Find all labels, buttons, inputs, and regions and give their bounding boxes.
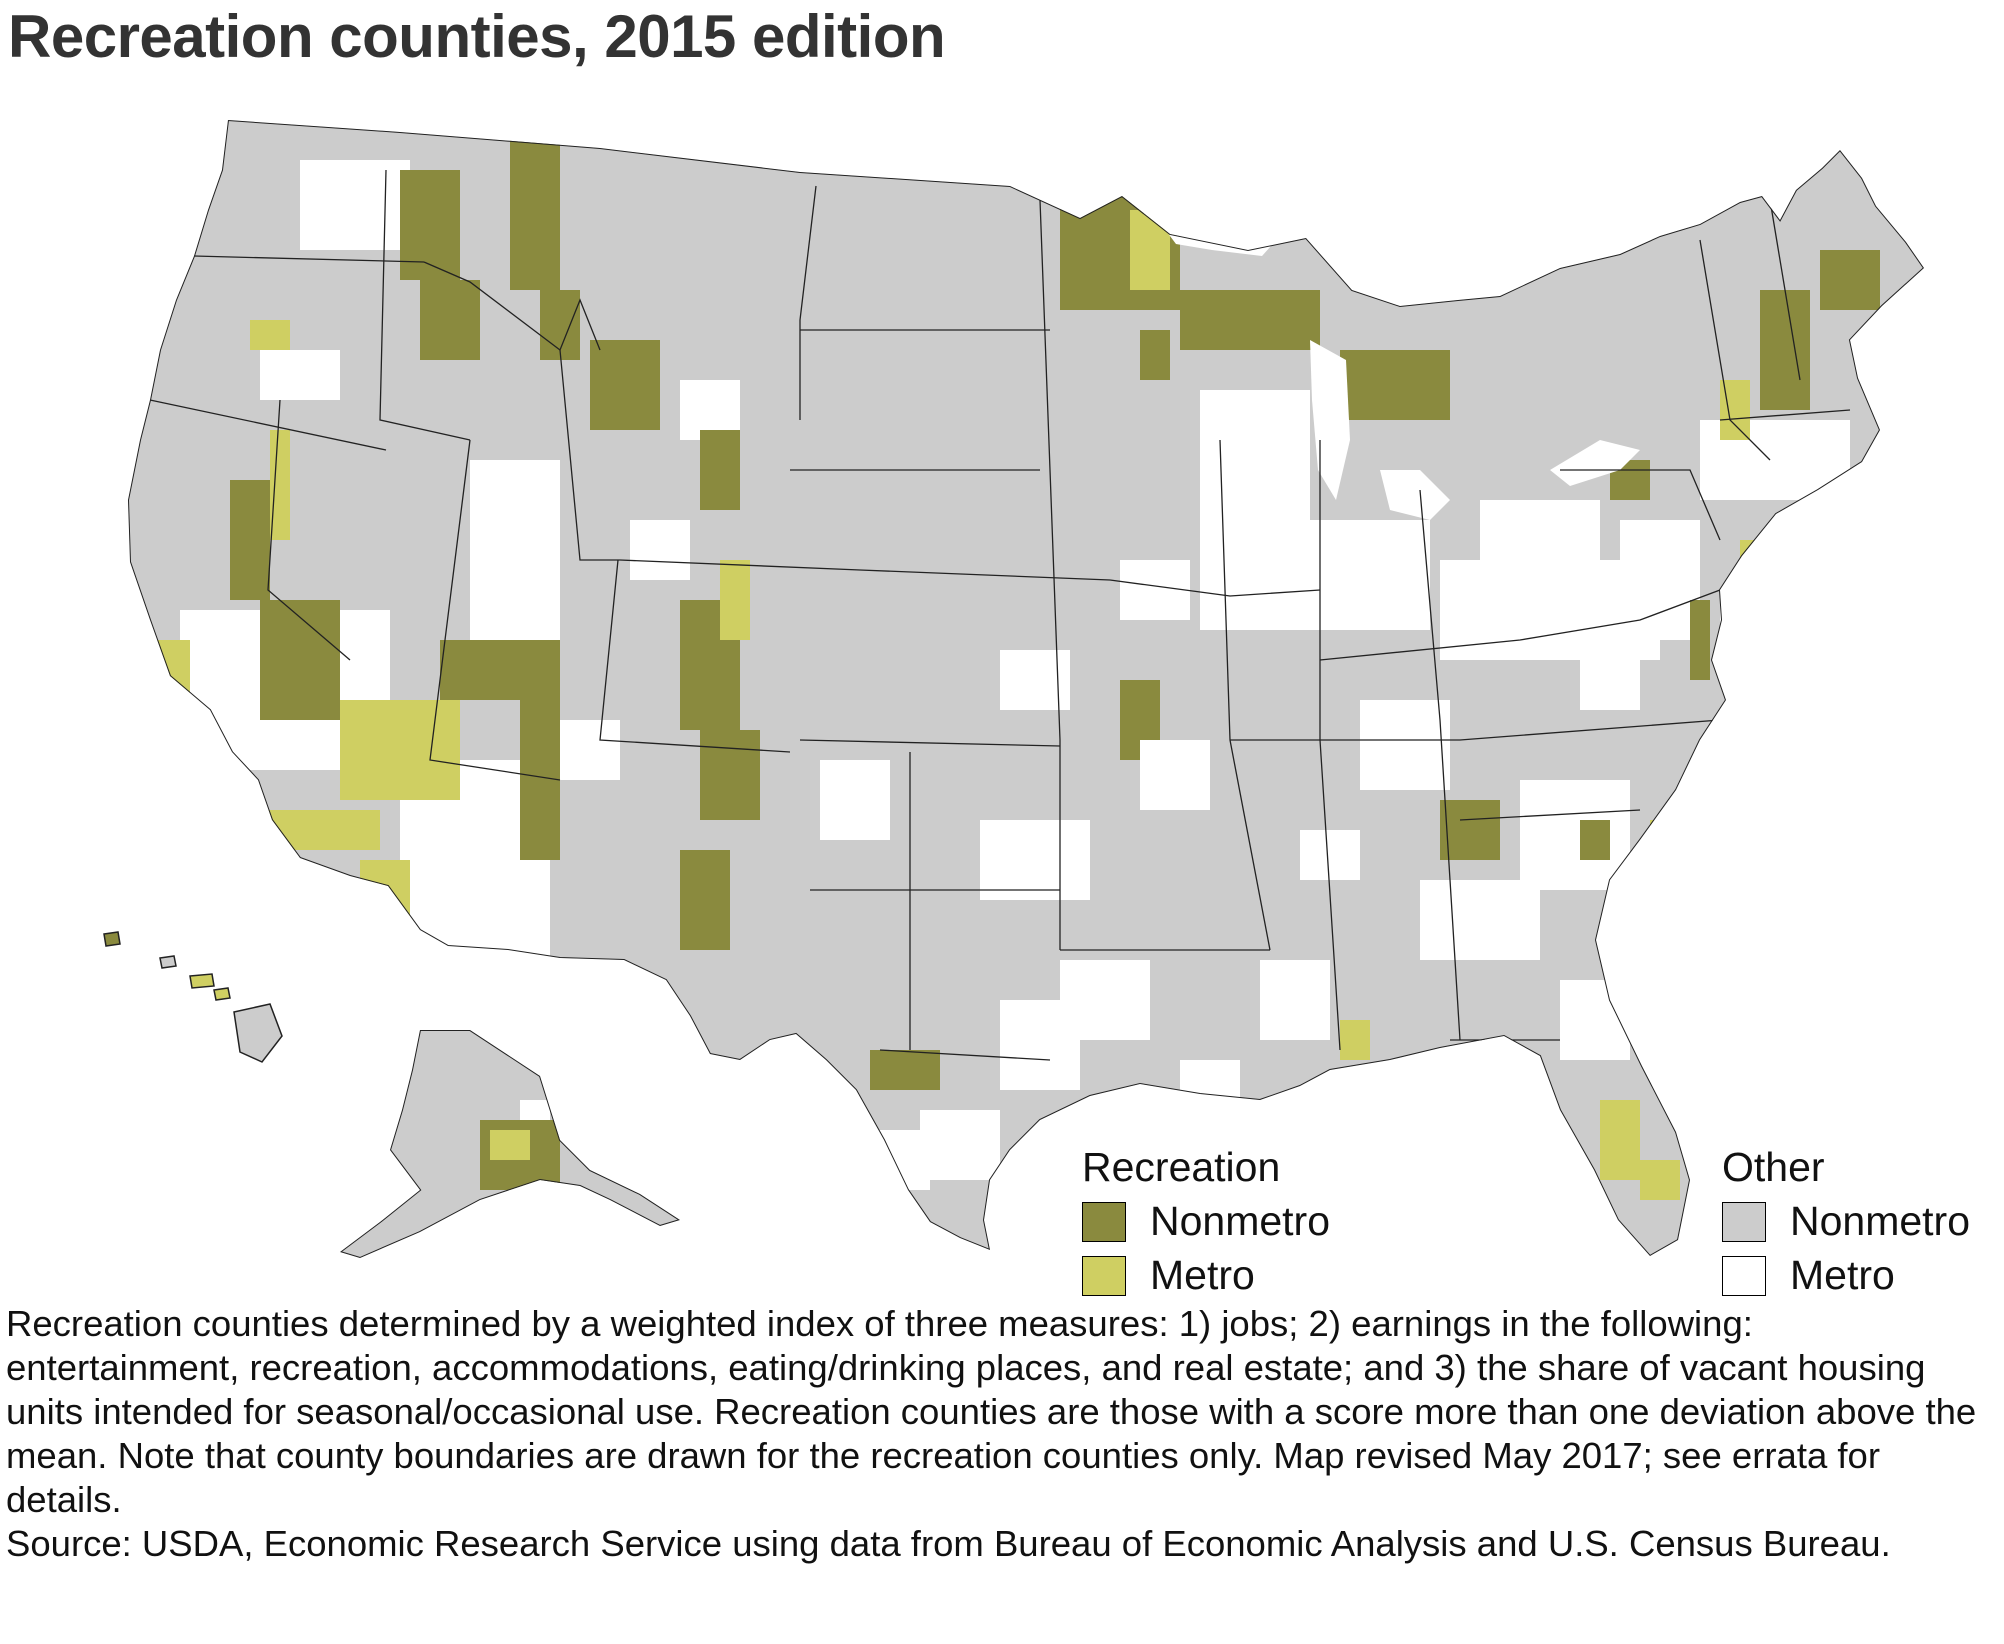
map-title: Recreation counties, 2015 edition	[8, 3, 946, 70]
legend-heading-recreation: Recreation	[1082, 1144, 1281, 1190]
contiguous-us	[128, 120, 1924, 1256]
legend-label: Metro	[1150, 1252, 1255, 1298]
swatch-other-metro	[1722, 1255, 1766, 1296]
legend-heading-other: Other	[1722, 1144, 1825, 1190]
legend-label: Nonmetro	[1790, 1198, 1971, 1244]
us-county-map	[0, 80, 2004, 1310]
swatch-recreation-nonmetro	[1082, 1201, 1126, 1242]
alaska	[340, 1030, 680, 1258]
legend-label: Nonmetro	[1150, 1198, 1331, 1244]
legend-item-other-metro: Metro	[1722, 1252, 1895, 1299]
notes-block: Recreation counties determined by a weig…	[6, 1302, 1996, 1566]
hawaii	[103, 931, 283, 1063]
legend-recreation: Recreation Nonmetro Metro	[1082, 1144, 1402, 1298]
swatch-recreation-metro	[1082, 1255, 1126, 1296]
swatch-other-nonmetro	[1722, 1201, 1766, 1242]
source-note: Source: USDA, Economic Research Service …	[6, 1523, 1891, 1564]
legend-label: Metro	[1790, 1252, 1895, 1298]
legend-other: Other Nonmetro Metro	[1722, 1144, 2002, 1298]
metro-areas	[180, 160, 1850, 1190]
recreation-nonmetro-counties	[230, 120, 1880, 1090]
legend-item-other-nonmetro: Nonmetro	[1722, 1198, 1970, 1245]
legend-item-recreation-metro: Metro	[1082, 1252, 1255, 1299]
legend-item-recreation-nonmetro: Nonmetro	[1082, 1198, 1330, 1245]
methodology-note: Recreation counties determined by a weig…	[6, 1303, 1977, 1520]
